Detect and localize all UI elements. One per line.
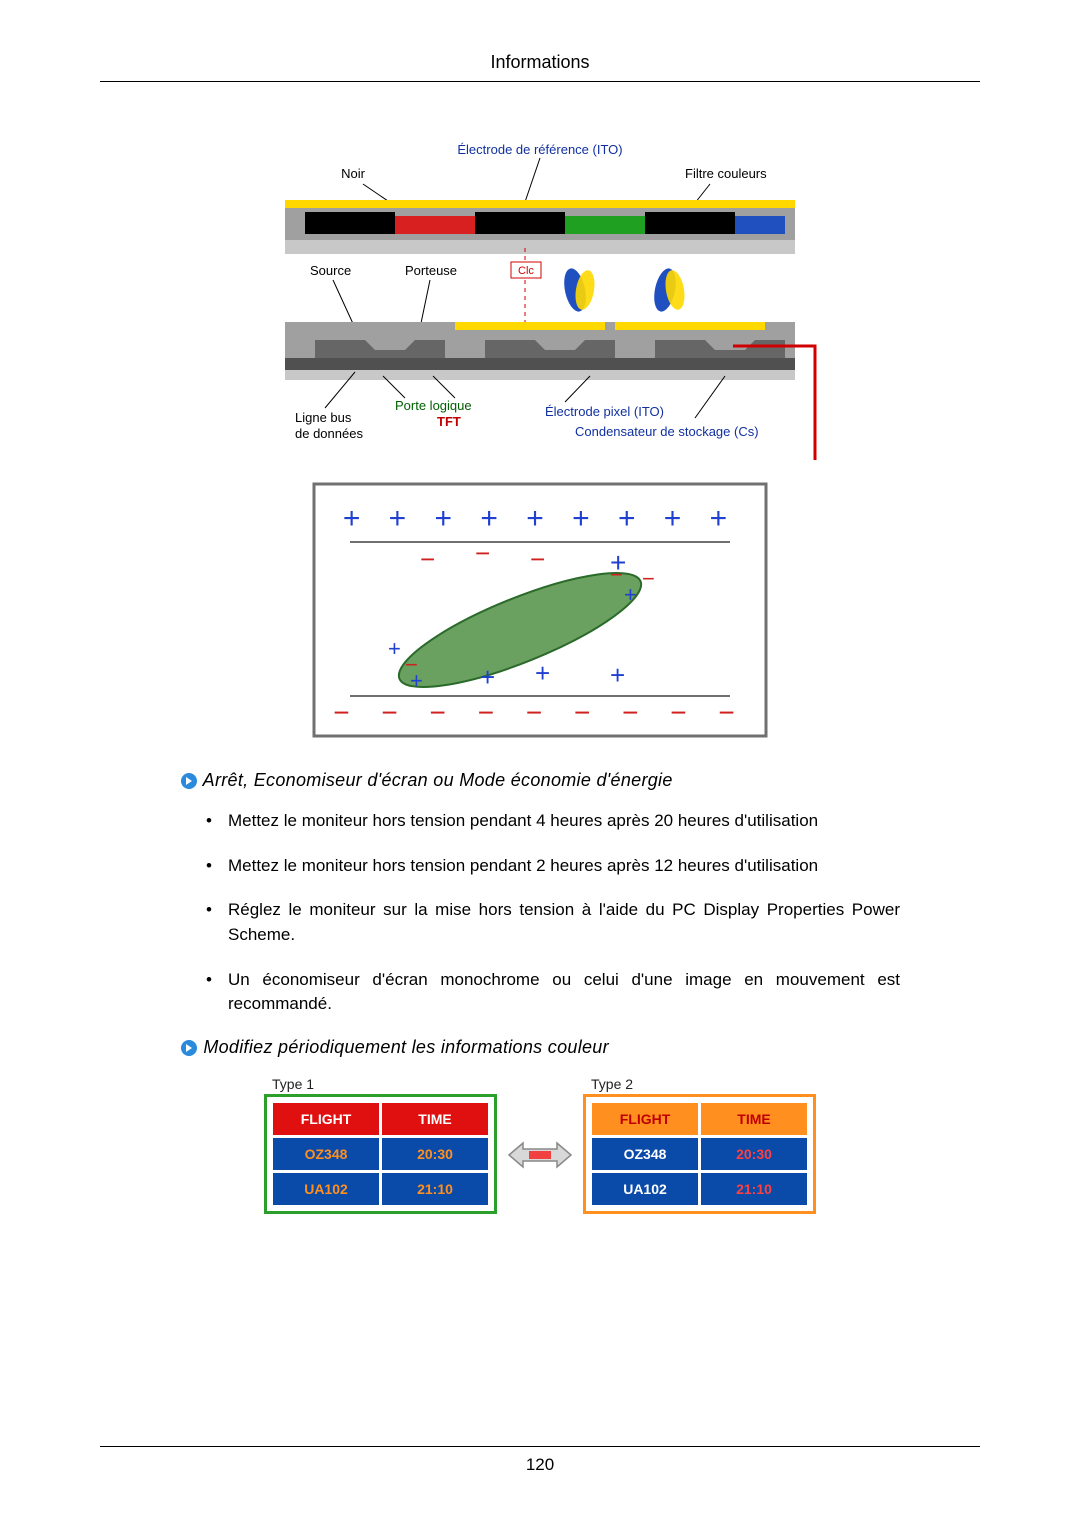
- arrow-bullet-icon: [180, 1039, 198, 1057]
- body-list: Mettez le moniteur hors tension pendant …: [180, 809, 900, 1017]
- td: 21:10: [382, 1173, 488, 1205]
- th-time: TIME: [701, 1103, 807, 1135]
- top-plus-icons: + + + + + + + + +: [343, 502, 737, 535]
- label-filtre: Filtre couleurs: [685, 166, 767, 181]
- double-arrow-icon: [507, 1135, 573, 1175]
- table-type1: Type 1 FLIGHT TIME OZ348 20:30 UA102 21:…: [264, 1076, 497, 1214]
- list-item-text: Mettez le moniteur hors tension pendant …: [228, 856, 818, 875]
- page-number: 120: [526, 1455, 554, 1474]
- td: 20:30: [701, 1138, 807, 1170]
- minus-icon: −: [610, 562, 623, 587]
- content: Électrode de référence (ITO) Noir Filtre…: [180, 120, 900, 1214]
- th-flight: FLIGHT: [592, 1103, 698, 1135]
- plus-icon: +: [410, 668, 423, 693]
- type2-label: Type 2: [583, 1076, 816, 1092]
- label-clc: Clc: [518, 265, 534, 277]
- label-electrode-ref: Électrode de référence (ITO): [457, 142, 622, 157]
- charge-diagram: + + + + + + + + + − − − + − + + − + − + …: [310, 480, 770, 740]
- table-type2: Type 2 FLIGHT TIME OZ348 20:30 UA102 21:…: [583, 1076, 816, 1214]
- list-item: Réglez le moniteur sur la mise hors tens…: [198, 898, 900, 947]
- list-item-text: Réglez le moniteur sur la mise hors tens…: [228, 900, 900, 944]
- plus-icon: +: [624, 582, 637, 607]
- th-flight: FLIGHT: [273, 1103, 379, 1135]
- label-porteuse: Porteuse: [405, 263, 457, 278]
- section-title: Arrêt, Economiseur d'écran ou Mode écono…: [203, 770, 673, 790]
- lc-molecule-icon: [561, 266, 598, 313]
- section-heading: Arrêt, Economiseur d'écran ou Mode écono…: [180, 770, 900, 791]
- plus-icon: +: [535, 658, 550, 688]
- lc-molecule-icon: [651, 266, 688, 313]
- label-noir: Noir: [341, 166, 366, 181]
- th-time: TIME: [382, 1103, 488, 1135]
- bottom-minus-icons: − − − − − − − − −: [333, 697, 746, 728]
- minus-icon: −: [642, 566, 655, 591]
- plus-icon: +: [480, 662, 495, 692]
- label-source: Source: [310, 263, 351, 278]
- label-ligne-bus2: de données: [295, 426, 363, 441]
- td: 21:10: [701, 1173, 807, 1205]
- td: OZ348: [273, 1138, 379, 1170]
- plus-icon: +: [388, 636, 401, 661]
- label-porte-logique: Porte logique: [395, 398, 472, 413]
- minus-icon: −: [475, 538, 490, 568]
- type1-label: Type 1: [264, 1076, 497, 1092]
- section-title: Modifiez périodiquement les informations…: [203, 1037, 609, 1057]
- minus-icon: −: [420, 544, 435, 574]
- td: 20:30: [382, 1138, 488, 1170]
- list-item: Mettez le moniteur hors tension pendant …: [198, 809, 900, 834]
- td: UA102: [273, 1173, 379, 1205]
- td: UA102: [592, 1173, 698, 1205]
- minus-icon: −: [530, 544, 545, 574]
- list-item: Mettez le moniteur hors tension pendant …: [198, 854, 900, 879]
- list-item-text: Mettez le moniteur hors tension pendant …: [228, 811, 818, 830]
- page-header: Informations: [100, 52, 980, 82]
- label-condensateur: Condensateur de stockage (Cs): [575, 424, 759, 439]
- plus-icon: +: [610, 660, 625, 690]
- swap-arrow: [507, 1135, 573, 1175]
- tables-row: Type 1 FLIGHT TIME OZ348 20:30 UA102 21:…: [180, 1076, 900, 1214]
- header-title: Informations: [490, 52, 589, 72]
- label-electrode-pixel: Électrode pixel (ITO): [545, 404, 664, 419]
- list-item: Un économiseur d'écran monochrome ou cel…: [198, 968, 900, 1017]
- arrow-bullet-icon: [180, 772, 198, 790]
- label-tft: TFT: [437, 414, 461, 429]
- label-ligne-bus1: Ligne bus: [295, 410, 352, 425]
- list-item-text: Un économiseur d'écran monochrome ou cel…: [228, 970, 900, 1014]
- page-footer: 120: [100, 1446, 980, 1475]
- section-heading: Modifiez périodiquement les informations…: [180, 1037, 900, 1058]
- td: OZ348: [592, 1138, 698, 1170]
- tft-diagram: Électrode de référence (ITO) Noir Filtre…: [255, 140, 825, 470]
